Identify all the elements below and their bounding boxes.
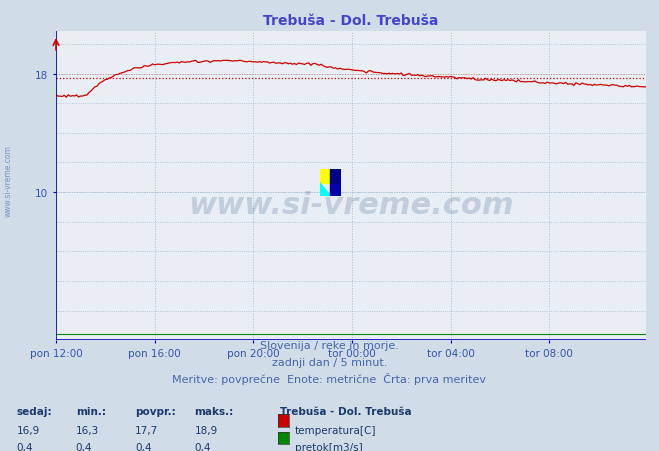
Bar [320,170,330,183]
Bar [330,183,341,196]
Title: Trebuša - Dol. Trebuša: Trebuša - Dol. Trebuša [263,14,439,28]
Text: pretok[m3/s]: pretok[m3/s] [295,442,362,451]
Text: 16,9: 16,9 [16,425,40,435]
Text: povpr.:: povpr.: [135,406,176,416]
Text: Meritve: povprečne  Enote: metrične  Črta: prva meritev: Meritve: povprečne Enote: metrične Črta:… [173,373,486,384]
Text: Trebuša - Dol. Trebuša: Trebuša - Dol. Trebuša [280,406,412,416]
Text: 0,4: 0,4 [16,442,33,451]
Text: 18,9: 18,9 [194,425,217,435]
Polygon shape [330,170,341,183]
Text: temperatura[C]: temperatura[C] [295,425,376,435]
Text: Slovenija / reke in morje.: Slovenija / reke in morje. [260,340,399,350]
Polygon shape [320,183,330,196]
Text: min.:: min.: [76,406,106,416]
Text: zadnji dan / 5 minut.: zadnji dan / 5 minut. [272,357,387,367]
Text: 0,4: 0,4 [194,442,211,451]
Text: www.si-vreme.com: www.si-vreme.com [188,190,514,219]
Text: sedaj:: sedaj: [16,406,52,416]
Text: 17,7: 17,7 [135,425,158,435]
Text: maks.:: maks.: [194,406,234,416]
Text: 0,4: 0,4 [135,442,152,451]
Text: 16,3: 16,3 [76,425,99,435]
Text: www.si-vreme.com: www.si-vreme.com [3,144,13,216]
Text: 0,4: 0,4 [76,442,92,451]
